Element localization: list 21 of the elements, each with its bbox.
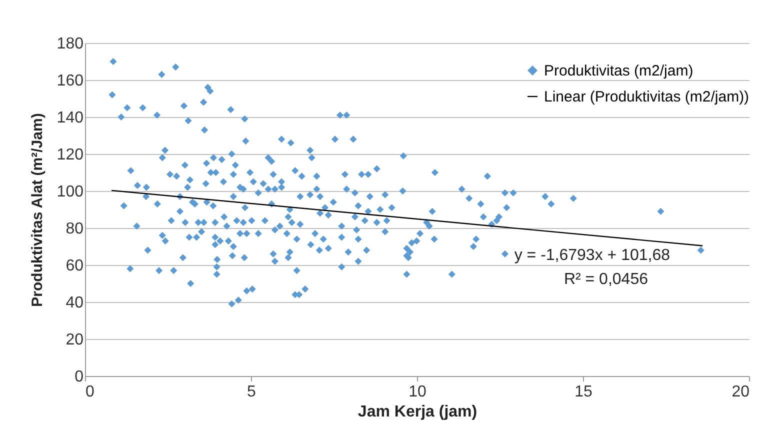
x-tick-label: 0	[86, 384, 94, 400]
x-tick-label: 5	[247, 384, 256, 400]
y-tick-label: 100	[56, 184, 84, 200]
x-tick-label: 20	[732, 384, 750, 400]
x-axis-title: Jam Kerja (jam)	[358, 404, 478, 420]
x-tick-label: 15	[574, 384, 592, 400]
annotation: R² = 0,0456	[564, 271, 648, 288]
y-tick-label: 140	[56, 110, 84, 126]
y-tick-label: 20	[66, 332, 84, 348]
annotation: y = -1,6793x + 101,68	[514, 247, 670, 264]
legend-label: Produktivitas (m2/jam)	[544, 62, 694, 80]
y-tick-label: 80	[66, 220, 84, 238]
y-tick-label: 40	[66, 294, 84, 312]
y-tick-label: 160	[56, 72, 84, 90]
x-tick-label: 10	[408, 384, 426, 400]
y-tick-label: 0	[74, 368, 84, 386]
legend-label: Linear (Produktivitas (m2/jam))	[544, 88, 750, 106]
y-axis-title: Produktivitas Alat (m²/Jam)	[28, 113, 46, 307]
y-tick-label: 120	[56, 146, 84, 164]
y-tick-label: 60	[66, 258, 84, 274]
y-tick-label: 180	[56, 36, 84, 52]
